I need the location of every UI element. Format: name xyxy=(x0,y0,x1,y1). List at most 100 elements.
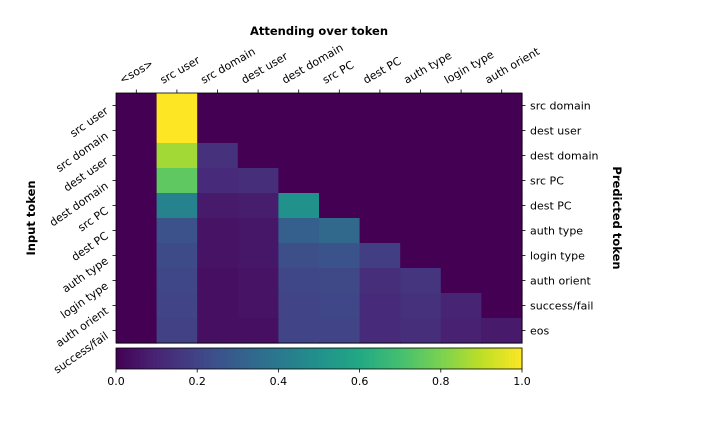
heatmap-cell xyxy=(278,143,320,169)
colorbar-segment xyxy=(285,348,290,369)
colorbar-segment xyxy=(197,348,202,369)
colorbar-tick-label: 0.6 xyxy=(351,375,369,388)
heatmap-cell xyxy=(359,293,401,319)
colorbar-tick-label: 0.2 xyxy=(188,375,206,388)
colorbar-segment xyxy=(440,348,445,369)
heatmap-cell xyxy=(197,218,239,244)
colorbar-segment xyxy=(325,348,330,369)
heatmap-cell xyxy=(278,243,320,269)
heatmap-cell xyxy=(481,118,523,144)
heatmap-cell xyxy=(440,193,482,219)
heatmap-cell xyxy=(400,93,442,119)
heatmap-cell xyxy=(359,93,401,119)
heatmap-cell xyxy=(481,268,523,294)
colorbar-segment xyxy=(515,348,520,369)
x-tick-label: auth orient xyxy=(483,45,543,87)
colorbar-segment xyxy=(437,348,442,369)
colorbar-segment xyxy=(396,348,401,369)
colorbar-tick-label: 0.4 xyxy=(270,375,288,388)
heatmap-cell xyxy=(400,243,442,269)
colorbar-segment xyxy=(129,348,134,369)
heatmap-cell xyxy=(156,318,198,344)
heatmap-cell xyxy=(237,143,279,169)
heatmap-cell xyxy=(440,218,482,244)
colorbar-segment xyxy=(444,348,449,369)
colorbar: 0.0 0.2 0.4 0.6 0.8 1.0 xyxy=(107,347,531,388)
heatmap-cell xyxy=(400,193,442,219)
colorbar-segment xyxy=(237,348,242,369)
y-right-tick-labels: src domain dest user dest domain src PC dest… xyxy=(522,100,599,338)
heatmap-cell xyxy=(481,243,523,269)
colorbar-segment xyxy=(173,348,178,369)
heatmap-cell xyxy=(237,93,279,119)
heatmap-cell xyxy=(116,143,158,169)
colorbar-segment xyxy=(390,348,395,369)
colorbar-segment xyxy=(362,348,367,369)
colorbar-segment xyxy=(214,348,219,369)
colorbar-segment xyxy=(467,348,472,369)
colorbar-segment xyxy=(159,348,164,369)
heatmap-cell xyxy=(156,118,198,144)
heatmap-cell xyxy=(278,218,320,244)
heatmap-cell xyxy=(278,118,320,144)
x-tick-label: dest PC xyxy=(361,54,404,86)
colorbar-segment xyxy=(187,348,192,369)
colorbar-segment xyxy=(474,348,479,369)
colorbar-segment xyxy=(268,348,273,369)
heatmap-cell xyxy=(156,268,198,294)
heatmap-cell xyxy=(359,243,401,269)
colorbar-segment xyxy=(498,348,503,369)
heatmap-cell xyxy=(237,193,279,219)
heatmap-cell xyxy=(440,118,482,144)
heatmap-cell xyxy=(197,168,239,194)
heatmap-cell xyxy=(278,268,320,294)
colorbar-segment xyxy=(126,348,131,369)
heatmap-cell xyxy=(156,93,198,119)
colorbar-segment xyxy=(146,348,151,369)
colorbar-segment xyxy=(488,348,493,369)
colorbar-segment xyxy=(275,348,279,369)
colorbar-segment xyxy=(234,348,239,369)
heatmap-cell xyxy=(278,168,320,194)
heatmap-cell xyxy=(440,143,482,169)
colorbar-segment xyxy=(207,348,212,369)
colorbar-segment xyxy=(170,348,175,369)
colorbar-segment xyxy=(227,348,232,369)
y-axis-right-title: Predicted token xyxy=(610,166,624,269)
colorbar-segment xyxy=(339,348,344,369)
colorbar-segment xyxy=(386,348,391,369)
colorbar-segment xyxy=(471,348,476,369)
colorbar-segment xyxy=(156,348,161,369)
colorbar-segment xyxy=(176,348,181,369)
colorbar-segment xyxy=(359,348,364,369)
colorbar-segment xyxy=(420,348,425,369)
colorbar-segment xyxy=(410,348,415,369)
heatmap-cell xyxy=(237,168,279,194)
colorbar-segment xyxy=(335,348,340,369)
colorbar-segment xyxy=(261,348,266,369)
colorbar-segment xyxy=(122,348,127,369)
heatmap-cells xyxy=(115,92,523,344)
colorbar-segment xyxy=(406,348,411,369)
colorbar-segment xyxy=(210,348,215,369)
heatmap-cell xyxy=(197,193,239,219)
y-right-tick-label: login type xyxy=(530,250,585,263)
heatmap-cell xyxy=(440,318,482,344)
colorbar-segment xyxy=(450,348,455,369)
heatmap-cell xyxy=(116,218,158,244)
colorbar-segment xyxy=(119,348,124,369)
heatmap-cell xyxy=(440,293,482,319)
heatmap-cell xyxy=(359,143,401,169)
colorbar-segment xyxy=(464,348,469,369)
colorbar-segment xyxy=(217,348,222,369)
heatmap-cell xyxy=(278,93,320,119)
heatmap-cell xyxy=(156,193,198,219)
heatmap-cell xyxy=(359,318,401,344)
y-right-tick-label: src domain xyxy=(530,100,591,113)
heatmap-cell xyxy=(359,218,401,244)
y-right-tick-label: dest domain xyxy=(530,150,599,163)
x-tick-label: <sos> xyxy=(117,57,155,87)
